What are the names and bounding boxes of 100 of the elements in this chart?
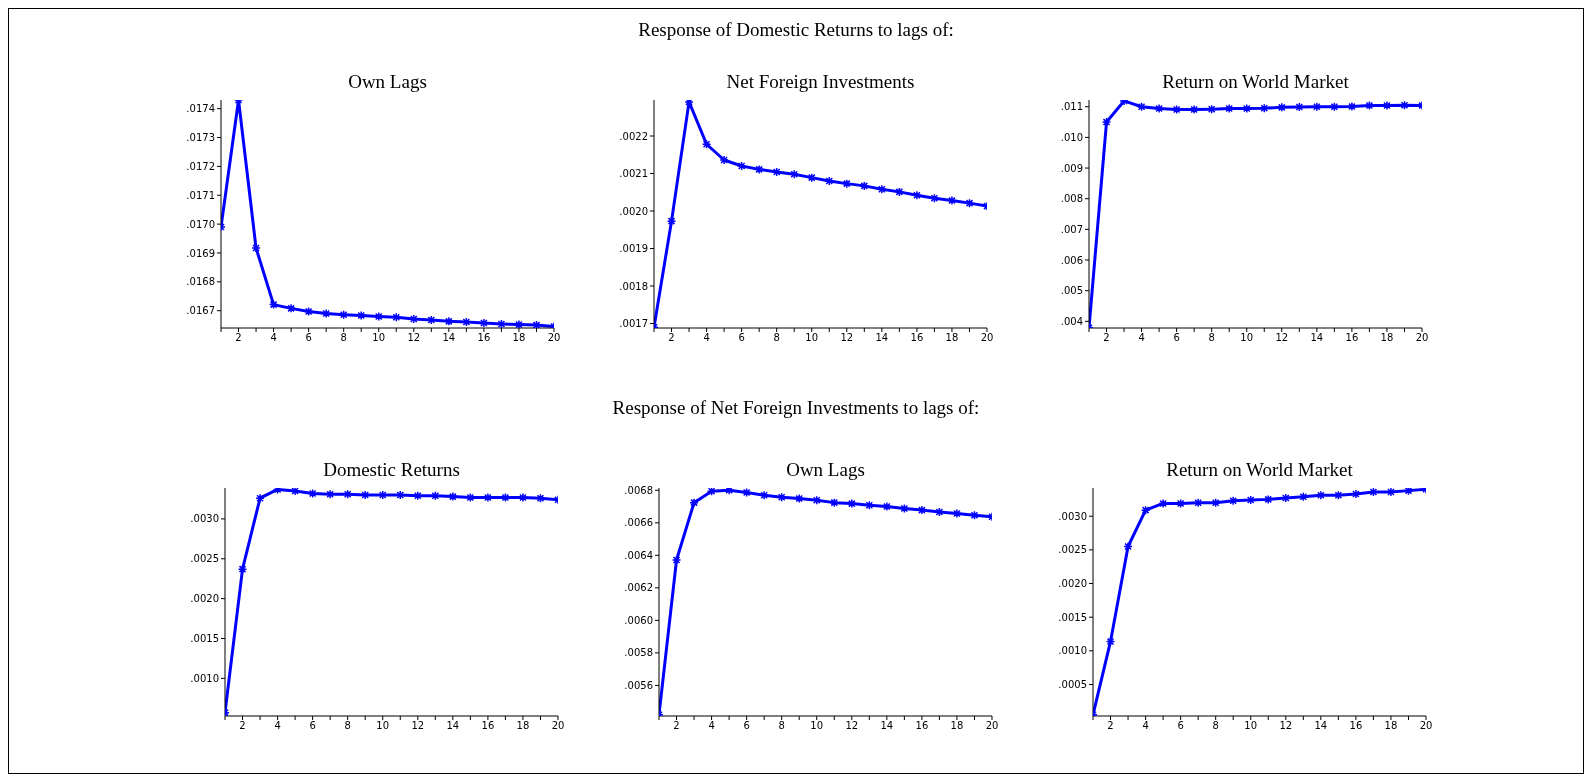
x-tick-label: 6 (1173, 332, 1180, 344)
y-tick-label: .010 (1060, 131, 1083, 143)
x-tick-label: 4 (1138, 332, 1145, 344)
point (1189, 104, 1199, 115)
x-tick-label: 14 (446, 720, 460, 732)
point (518, 492, 528, 503)
y-tick-label: .0025 (190, 553, 219, 565)
point (409, 314, 419, 324)
x-tick-label: 6 (743, 720, 750, 732)
y-tick-label: .0010 (1058, 645, 1087, 657)
x-tick-label: 6 (309, 720, 316, 732)
x-tick-label: 4 (708, 720, 715, 732)
y-tick-label: .0167 (186, 305, 215, 317)
x-tick-label: 4 (270, 332, 277, 344)
point (1316, 490, 1326, 501)
point (947, 195, 957, 206)
y-tick-label: .0025 (1058, 544, 1087, 556)
x-tick-label: 20 (980, 332, 994, 344)
y-tick-label: .0030 (1058, 510, 1087, 522)
x-tick-label: 6 (1177, 720, 1184, 732)
x-tick-label: 16 (910, 332, 924, 344)
point (666, 216, 677, 226)
point (789, 169, 799, 179)
y-tick-label: .0022 (619, 130, 648, 142)
point (321, 308, 331, 319)
x-tick-label: 12 (411, 720, 425, 732)
point (1105, 636, 1116, 647)
point (847, 498, 857, 509)
x-tick-label: 4 (1142, 720, 1149, 732)
point (514, 319, 524, 328)
y-tick-label: .0173 (186, 132, 215, 144)
y-tick-label: .004 (1060, 315, 1083, 327)
x-tick-label: 20 (1419, 720, 1433, 732)
point (237, 564, 248, 574)
x-tick-label: 10 (810, 720, 824, 732)
point (736, 161, 747, 171)
y-tick-label: .006 (1060, 254, 1083, 266)
point (771, 167, 782, 177)
point (1277, 102, 1287, 113)
x-tick-label: 8 (344, 720, 351, 732)
x-tick-label: 6 (738, 332, 745, 344)
point (1351, 489, 1361, 499)
point (1312, 101, 1322, 112)
point (290, 488, 300, 496)
x-tick-label: 12 (840, 332, 854, 344)
y-tick-label: .0172 (186, 160, 215, 172)
point (701, 139, 712, 149)
y-tick-label: .0005 (1058, 679, 1087, 691)
y-tick-label: .0030 (190, 513, 219, 525)
y-tick-label: .0062 (624, 582, 653, 594)
point (806, 172, 817, 183)
y-tick-label: .0015 (1058, 611, 1087, 623)
chart-title: Return on World Market (1165, 458, 1354, 482)
y-tick-label: .0058 (624, 647, 653, 659)
x-tick-label: 2 (235, 332, 242, 344)
point (912, 190, 922, 200)
y-tick-label: .0019 (619, 243, 648, 255)
y-tick-label: .009 (1060, 162, 1083, 174)
x-tick-label: 18 (1384, 720, 1398, 732)
x-tick-label: 8 (1212, 720, 1219, 732)
x-tick-label: 16 (1345, 332, 1359, 344)
point (899, 503, 910, 514)
point (325, 489, 335, 499)
point (842, 178, 852, 189)
y-tick-label: .0010 (190, 672, 219, 684)
x-tick-label: 2 (673, 720, 680, 732)
x-tick-label: 20 (547, 332, 561, 344)
point (479, 318, 489, 328)
chart-title: Domestic Returns (322, 458, 461, 482)
point (1386, 488, 1396, 497)
point (794, 493, 804, 504)
point (877, 184, 887, 194)
x-tick-label: 2 (239, 720, 246, 732)
point (859, 181, 870, 191)
x-tick-label: 20 (551, 720, 565, 732)
x-tick-label: 6 (305, 332, 312, 344)
point (1158, 498, 1168, 509)
point (1140, 505, 1151, 515)
x-tick-label: 8 (778, 720, 785, 732)
point (1101, 117, 1112, 127)
chart-title: Own Lags (785, 458, 866, 482)
chart-title: Net Foreign Investments (725, 70, 916, 94)
point (268, 299, 279, 310)
x-tick-label: 8 (773, 332, 780, 344)
x-tick-label: 16 (481, 720, 495, 732)
x-tick-label: 16 (477, 332, 491, 344)
point (917, 505, 927, 515)
x-tick-label: 12 (1279, 720, 1293, 732)
point (684, 100, 694, 107)
y-tick-label: .0018 (619, 280, 648, 292)
point (307, 488, 318, 499)
y-tick-label: .0171 (186, 189, 215, 201)
point (1224, 103, 1234, 114)
y-tick-label: .0169 (186, 247, 215, 259)
x-tick-label: 12 (845, 720, 859, 732)
point (444, 316, 454, 327)
point (360, 490, 370, 500)
point (1154, 103, 1164, 114)
y-tick-label: .0020 (619, 205, 648, 217)
x-tick-label: 20 (985, 720, 999, 732)
